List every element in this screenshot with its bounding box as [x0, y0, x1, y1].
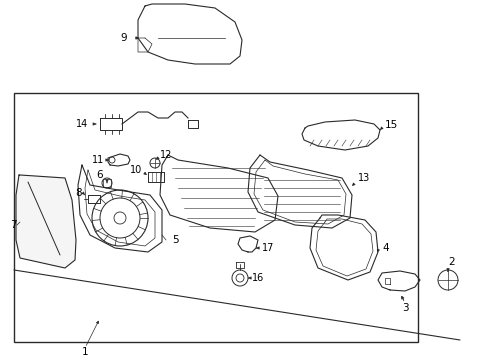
Text: 2: 2 — [448, 257, 454, 267]
Text: 8: 8 — [75, 188, 82, 198]
Text: 3: 3 — [401, 303, 407, 313]
Bar — [14, 93, 417, 342]
Text: 12: 12 — [160, 150, 172, 160]
Text: 1: 1 — [81, 347, 88, 357]
Text: 6: 6 — [97, 170, 103, 180]
Text: 4: 4 — [381, 243, 388, 253]
Text: 16: 16 — [251, 273, 264, 283]
Text: 10: 10 — [129, 165, 142, 175]
Polygon shape — [16, 175, 76, 268]
Text: 7: 7 — [10, 220, 17, 230]
Text: 13: 13 — [357, 173, 369, 183]
Text: 11: 11 — [92, 155, 104, 165]
Text: 5: 5 — [172, 235, 178, 245]
Text: 14: 14 — [76, 119, 88, 129]
Text: 9: 9 — [120, 33, 127, 43]
Text: 17: 17 — [262, 243, 274, 253]
Text: 15: 15 — [384, 120, 397, 130]
